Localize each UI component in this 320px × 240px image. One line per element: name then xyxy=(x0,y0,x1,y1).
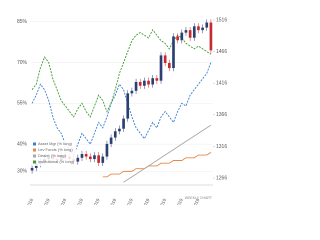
legend-swatch xyxy=(33,154,36,158)
candle-body xyxy=(188,30,192,38)
y-tick-label: 30% xyxy=(17,169,28,175)
candle-body xyxy=(122,118,125,129)
y2-tick-label: 1366 xyxy=(216,112,227,118)
candle-body xyxy=(147,80,150,85)
x-tick-label: 8/9/2019 xyxy=(155,197,167,205)
legend-label: Dealer (% long) xyxy=(38,153,66,158)
y-tick-label: 40% xyxy=(17,141,28,147)
candle-body xyxy=(138,81,142,86)
legend-label: Institutional (% long) xyxy=(38,159,75,164)
candle-body xyxy=(155,78,159,81)
series-line xyxy=(31,28,212,118)
legend-swatch xyxy=(33,142,36,146)
candle-body xyxy=(130,90,134,94)
candle-body xyxy=(118,128,121,132)
series-line xyxy=(102,151,212,178)
candle-body xyxy=(76,157,80,162)
x-tick-label: 4/19/2019 xyxy=(88,197,101,205)
candle-body xyxy=(101,156,105,163)
x-tick-label: 10/4/2019 xyxy=(187,197,200,205)
y2-tick-label: 1516 xyxy=(216,17,227,23)
candle-body xyxy=(105,143,109,157)
legend: Asset Mgr (% long)Lev Funds (% long)Deal… xyxy=(32,141,76,166)
candle-body xyxy=(88,156,92,160)
y2-tick-label: 1266 xyxy=(216,175,227,181)
x-tick-label: 3/22/2019 xyxy=(71,197,84,205)
candle-body xyxy=(30,167,34,171)
candle-body xyxy=(151,78,155,85)
legend-swatch xyxy=(33,160,36,164)
y2-tick-label: 1416 xyxy=(216,81,227,87)
y-tick-label: 85% xyxy=(17,19,28,25)
candle-body xyxy=(34,164,38,168)
lines xyxy=(31,28,212,183)
candle-body xyxy=(167,62,171,69)
candle-body xyxy=(93,155,96,160)
chart-note: WEEKLY CHART xyxy=(185,196,213,200)
axes: 30% 40% 55% 70% 85% 1266 1316 1366 1416 1466 1516 1… xyxy=(17,17,227,205)
candle-body xyxy=(192,26,196,38)
x-tick-label: 6/14/2019 xyxy=(121,197,134,205)
candle-body xyxy=(84,154,88,157)
legend-label: Lev Funds (% long) xyxy=(38,147,73,152)
x-tick-label: 7/12/2019 xyxy=(138,197,151,205)
candle-body xyxy=(180,32,184,41)
background xyxy=(0,0,246,205)
candle-body xyxy=(134,81,138,91)
y-tick-label: 70% xyxy=(17,60,28,66)
candle-body xyxy=(109,137,113,144)
legend-box xyxy=(32,141,76,166)
candle-body xyxy=(209,22,213,51)
candle-body xyxy=(159,55,163,81)
candle-body xyxy=(201,27,204,31)
candle-body xyxy=(172,36,175,69)
candle-body xyxy=(97,155,100,163)
candle-body xyxy=(80,154,84,158)
x-tick-label: 5/17/2019 xyxy=(104,197,117,205)
x-tick-label: 12/28/2018 xyxy=(20,197,34,205)
x-tick-label: 9/6/2019 xyxy=(172,197,184,205)
candle-body xyxy=(163,55,167,63)
x-tick-label: 1/25/2019 xyxy=(38,197,51,205)
candle-body xyxy=(126,93,130,119)
y-tick-label: 55% xyxy=(17,101,28,107)
candle-body xyxy=(176,36,179,41)
candle-body xyxy=(143,80,146,86)
candle-body xyxy=(184,30,188,33)
y2-tick-label: 1466 xyxy=(216,49,227,55)
series-line xyxy=(123,124,212,183)
x-tick-label: 2/22/2019 xyxy=(54,197,67,205)
candle-body xyxy=(197,26,200,31)
page: Asset Mgr (% long) Lev Funds (% long) Deal… xyxy=(0,0,246,205)
candle-body xyxy=(205,22,209,28)
candle-body xyxy=(113,131,117,138)
chart: Asset Mgr (% long)Lev Funds (% long)Deal… xyxy=(0,0,246,205)
legend-label: Asset Mgr (% long) xyxy=(38,141,73,146)
y2-tick-label: 1316 xyxy=(216,144,227,150)
legend-swatch xyxy=(33,148,36,152)
